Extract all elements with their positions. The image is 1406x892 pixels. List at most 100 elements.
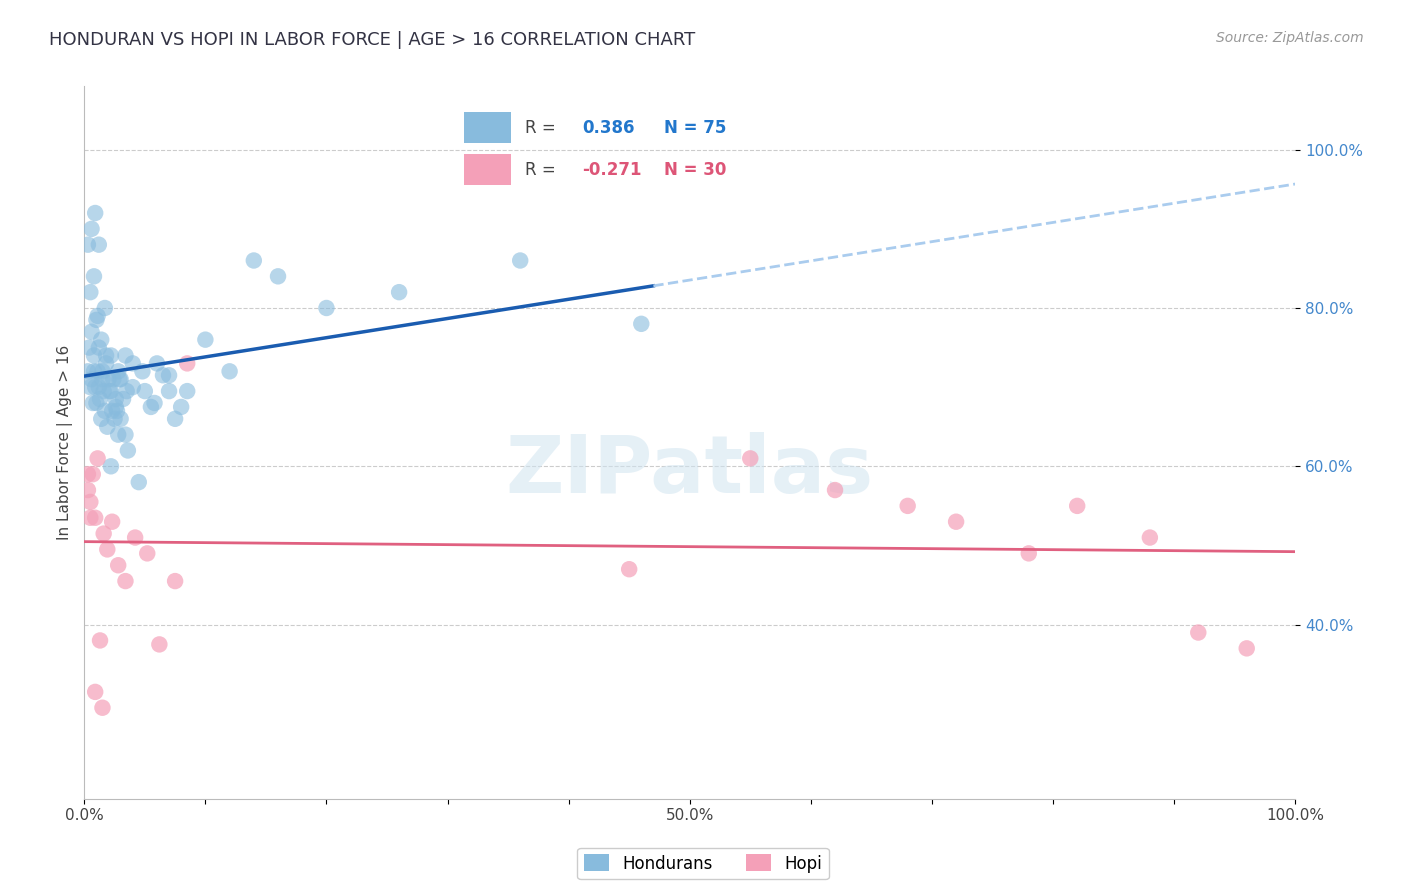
Point bbox=[1236, 641, 1258, 656]
Text: ZIPatlas: ZIPatlas bbox=[506, 432, 875, 510]
Point bbox=[94, 301, 117, 315]
Point bbox=[124, 531, 146, 545]
Point bbox=[114, 349, 136, 363]
Point bbox=[87, 341, 110, 355]
Point bbox=[176, 356, 198, 370]
Point bbox=[1187, 625, 1209, 640]
Y-axis label: In Labor Force | Age > 16: In Labor Force | Age > 16 bbox=[58, 345, 73, 541]
Point bbox=[114, 574, 136, 588]
Point bbox=[165, 574, 187, 588]
Point bbox=[84, 380, 107, 394]
Point bbox=[136, 546, 159, 560]
Point bbox=[79, 380, 101, 394]
Point bbox=[94, 356, 117, 370]
Point bbox=[170, 400, 193, 414]
Point bbox=[90, 412, 112, 426]
Point bbox=[105, 404, 128, 418]
Point bbox=[93, 526, 115, 541]
Point bbox=[107, 427, 129, 442]
Point bbox=[121, 380, 143, 394]
Point bbox=[152, 368, 174, 383]
Point bbox=[80, 372, 103, 386]
Point bbox=[107, 364, 129, 378]
Point bbox=[121, 356, 143, 370]
Point bbox=[824, 483, 846, 497]
Point bbox=[143, 396, 166, 410]
Point bbox=[77, 364, 100, 378]
Point bbox=[93, 384, 115, 398]
Point bbox=[89, 633, 111, 648]
Point bbox=[86, 313, 108, 327]
Point bbox=[80, 325, 103, 339]
Point bbox=[87, 237, 110, 252]
Point bbox=[243, 253, 266, 268]
Point bbox=[83, 349, 105, 363]
Point bbox=[115, 384, 138, 398]
Point bbox=[1139, 531, 1161, 545]
Point bbox=[114, 427, 136, 442]
Text: HONDURAN VS HOPI IN LABOR FORCE | AGE > 16 CORRELATION CHART: HONDURAN VS HOPI IN LABOR FORCE | AGE > … bbox=[49, 31, 696, 49]
Point bbox=[94, 404, 117, 418]
Point bbox=[104, 400, 127, 414]
Point bbox=[165, 412, 187, 426]
Point bbox=[91, 700, 114, 714]
Point bbox=[388, 285, 411, 300]
Point bbox=[194, 333, 217, 347]
Point bbox=[86, 309, 108, 323]
Point bbox=[86, 451, 108, 466]
Point bbox=[128, 475, 150, 490]
Point bbox=[267, 269, 290, 284]
Point bbox=[139, 400, 162, 414]
Point bbox=[146, 356, 169, 370]
Point bbox=[97, 372, 120, 386]
Point bbox=[94, 349, 117, 363]
Point bbox=[79, 510, 101, 524]
Point bbox=[84, 685, 107, 699]
Point bbox=[84, 206, 107, 220]
Point bbox=[103, 372, 125, 386]
Point bbox=[617, 562, 640, 576]
Point bbox=[117, 443, 139, 458]
Point bbox=[630, 317, 652, 331]
Point bbox=[157, 384, 180, 398]
Point bbox=[134, 384, 156, 398]
Point bbox=[77, 341, 100, 355]
Point bbox=[897, 499, 920, 513]
Point bbox=[101, 515, 124, 529]
Point bbox=[79, 285, 101, 300]
Point bbox=[77, 483, 100, 497]
Point bbox=[91, 364, 114, 378]
Point bbox=[110, 412, 132, 426]
Point bbox=[740, 451, 762, 466]
Point bbox=[82, 467, 104, 482]
Point bbox=[98, 384, 121, 398]
Point bbox=[103, 412, 125, 426]
Point bbox=[83, 269, 105, 284]
Point bbox=[1018, 546, 1040, 560]
Point bbox=[108, 372, 131, 386]
Text: Source: ZipAtlas.com: Source: ZipAtlas.com bbox=[1216, 31, 1364, 45]
Point bbox=[104, 392, 127, 406]
Point bbox=[83, 364, 105, 378]
Point bbox=[945, 515, 967, 529]
Point bbox=[101, 404, 124, 418]
Point bbox=[77, 467, 100, 482]
Point bbox=[110, 372, 132, 386]
Point bbox=[86, 364, 108, 378]
Point bbox=[100, 349, 122, 363]
Point bbox=[90, 333, 112, 347]
Point bbox=[107, 558, 129, 573]
Point bbox=[86, 396, 108, 410]
Point bbox=[77, 237, 100, 252]
Point bbox=[87, 380, 110, 394]
Point bbox=[100, 459, 122, 474]
Point bbox=[96, 542, 118, 557]
Legend: Hondurans, Hopi: Hondurans, Hopi bbox=[578, 847, 828, 880]
Point bbox=[176, 384, 198, 398]
Point bbox=[91, 372, 114, 386]
Point bbox=[148, 637, 170, 651]
Point bbox=[79, 495, 101, 509]
Point bbox=[218, 364, 240, 378]
Point bbox=[89, 392, 111, 406]
Point bbox=[131, 364, 153, 378]
